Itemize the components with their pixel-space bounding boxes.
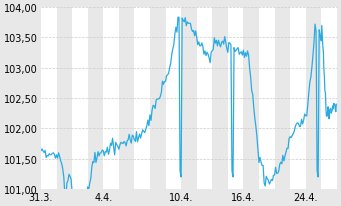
Bar <box>259 8 275 189</box>
Bar <box>134 8 150 189</box>
Bar <box>72 8 88 189</box>
Bar <box>103 8 119 189</box>
Bar <box>41 8 57 189</box>
Bar <box>165 8 181 189</box>
Bar <box>197 8 212 189</box>
Bar <box>321 8 337 189</box>
Bar <box>228 8 243 189</box>
Bar <box>290 8 306 189</box>
